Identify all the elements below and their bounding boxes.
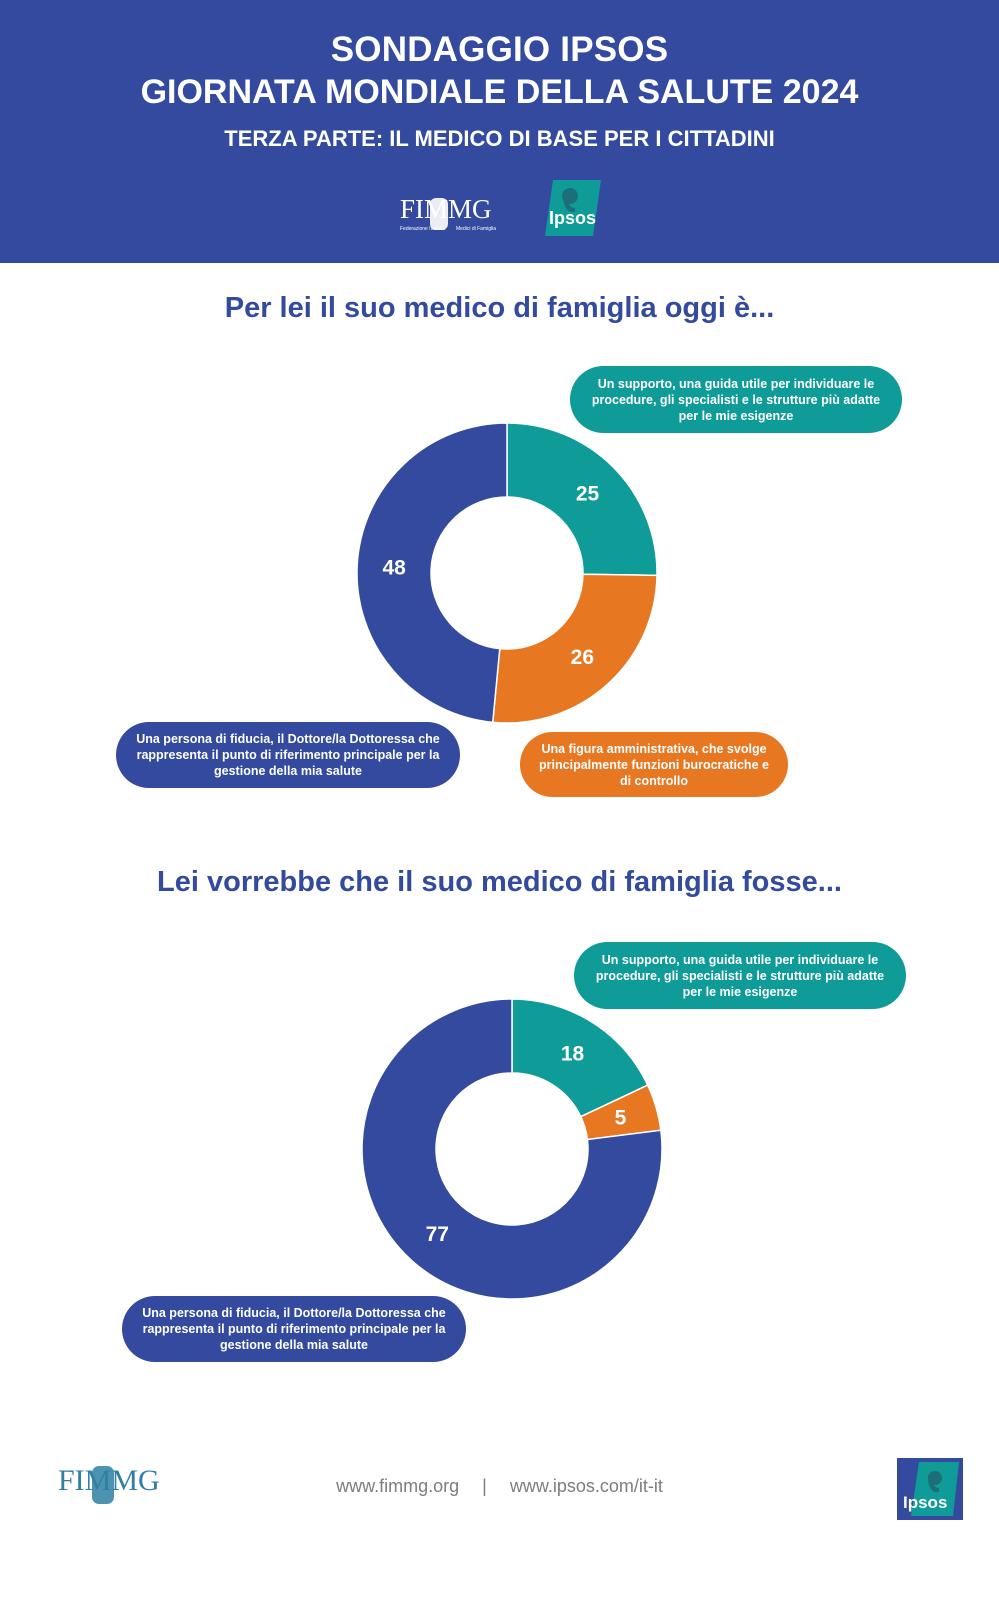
header-title-line1: SONDAGGIO IPSOS	[330, 30, 669, 69]
donut-1-label-2: 48	[382, 557, 406, 580]
ipsos-logo-text: Ipsos	[549, 208, 596, 228]
donut-chart-2-svg: 18 5 77	[361, 998, 663, 1300]
footer-links: www.fimmg.org | www.ipsos.com/it-it	[0, 1476, 999, 1497]
ipsos-logo: Ipsos	[535, 178, 603, 240]
donut-1-slice-2	[356, 422, 508, 724]
donut-1-label-0: 25	[576, 483, 600, 506]
header-title-line2: GIORNATA MONDIALE DELLA SALUTE 2024	[140, 73, 859, 111]
header-banner: SONDAGGIO IPSOS GIORNATA MONDIALE DELLA …	[0, 0, 999, 263]
donut-2-label-2: 77	[426, 1223, 449, 1246]
donut-2-label-1: 5	[615, 1106, 627, 1129]
section1-title: Per lei il suo medico di famiglia oggi è…	[224, 292, 775, 324]
donut-chart-1: 25 26 48	[352, 418, 662, 733]
section2-title: Lei vorrebbe che il suo medico di famigl…	[157, 866, 842, 898]
section1-bubble-orange: Una figura amministrativa, che svolge pr…	[520, 732, 788, 797]
donut-2-slice-2	[361, 998, 663, 1300]
section2-bubble-teal: Un supporto, una guida utile per individ…	[574, 942, 906, 1009]
ipsos-url-link[interactable]: www.ipsos.com/it-it	[509, 1476, 663, 1496]
donut-chart-2: 18 5 77	[357, 994, 667, 1309]
donut-1-label-1: 26	[571, 646, 594, 669]
fimmg-logo: FIMMG Federazione Italiana Medici di Fam…	[400, 190, 510, 240]
donut-1-slice-1	[491, 573, 658, 724]
section1-bubble-blue: Una persona di fiducia, il Dottore/la Do…	[116, 722, 460, 788]
header-subtitle: TERZA PARTE: IL MEDICO DI BASE PER I CIT…	[224, 126, 775, 151]
ipsos-footer-logo-text: Ipsos	[903, 1493, 947, 1512]
donut-chart-1-svg: 25 26 48	[356, 422, 658, 724]
ipsos-footer-logo: Ipsos	[897, 1458, 963, 1520]
donut-1-slice-0	[506, 422, 658, 577]
fimmg-sub-left: Federazione Italiana	[400, 226, 446, 232]
donut-2-label-0: 18	[561, 1043, 585, 1066]
donut-2-slice-0	[511, 998, 649, 1118]
section2-bubble-blue: Una persona di fiducia, il Dottore/la Do…	[122, 1296, 466, 1362]
fimmg-sub-right: Medici di Famiglia	[456, 226, 496, 232]
section1-bubble-teal: Un supporto, una guida utile per individ…	[570, 366, 902, 433]
fimmg-footer-logo: FIMMG	[58, 1460, 188, 1518]
footer-separator: |	[482, 1476, 487, 1496]
fimmg-url-link[interactable]: www.fimmg.org	[336, 1476, 460, 1496]
